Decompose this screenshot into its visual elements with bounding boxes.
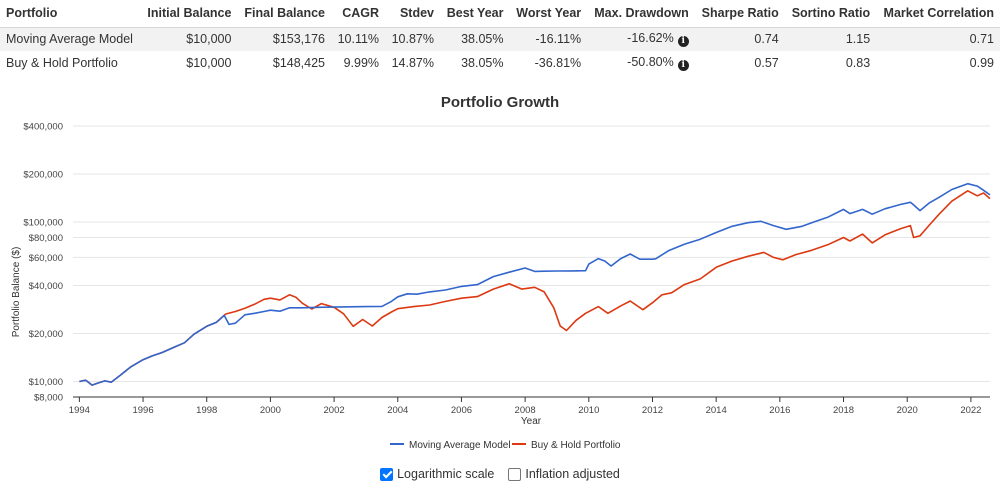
cell-initial-balance: $10,000 [140, 27, 238, 51]
legend-label-buy-hold: Buy & Hold Portfolio [531, 440, 621, 451]
cell-stdev: 14.87% [391, 56, 434, 70]
y-axis-title: Portfolio Balance ($) [11, 247, 22, 338]
cell-final-balance: $153,176 [237, 27, 332, 51]
cell-best-year: 38.05% [440, 27, 510, 51]
statistics-table: Portfolio Initial Balance Final Balance … [0, 0, 1000, 75]
header-cagr: CAGR [331, 0, 386, 28]
y-tick-label: $60,000 [29, 253, 63, 264]
log-scale-label: Logarithmic scale [397, 467, 495, 481]
legend-label-moving-average: Moving Average Model [409, 440, 511, 451]
cell-final-balance: $148,425 [272, 56, 326, 70]
x-tick-label: 1996 [132, 405, 153, 416]
inflation-adjusted-checkbox[interactable] [508, 467, 522, 481]
x-tick-label: 2020 [897, 405, 918, 416]
chart-options: Logarithmic scale Inflation adjusted [0, 467, 1000, 481]
cell-portfolio-name: Moving Average Model [0, 27, 141, 51]
header-best-year: Best Year [440, 0, 510, 28]
log-scale-option[interactable]: Logarithmic scale [380, 467, 494, 481]
table-row: Buy & Hold Portfolio $10,000 $148,425 9.… [0, 51, 1000, 75]
x-tick-label: 1994 [69, 405, 90, 416]
info-icon[interactable]: i [677, 60, 689, 71]
x-tick-label: 2016 [769, 405, 790, 416]
x-tick-label: 2018 [833, 405, 854, 416]
drawdown-value: -16.62% [627, 31, 674, 46]
x-axis: 1994 1996 1998 2000 2002 2004 2006 2008 2010 2012… [69, 405, 982, 416]
header-market-correlation: Market Correlation [876, 0, 1000, 28]
drawdown-value: -50.80% [627, 55, 674, 69]
legend-item-moving-average-model[interactable]: Moving Average Model [390, 440, 511, 451]
inflation-label: Inflation adjusted [525, 467, 620, 481]
header-sortino-ratio: Sortino Ratio [784, 0, 877, 28]
cell-stdev: 10.87% [385, 27, 440, 51]
table-row: Moving Average Model $10,000 $153,176 10… [0, 27, 1000, 51]
y-tick-label: $20,000 [29, 329, 63, 340]
cell-max-drawdown: -16.62% i [587, 27, 695, 51]
x-tick-label: 2000 [260, 405, 281, 416]
cell-worst-year: -16.11% [509, 27, 588, 51]
cell-portfolio-name: Buy & Hold Portfolio [6, 56, 118, 70]
x-tick-label: 2010 [578, 405, 599, 416]
grid-lines [73, 125, 990, 402]
series-lines [79, 182, 991, 386]
header-max-drawdown: Max. Drawdown [587, 0, 695, 28]
header-initial-balance: Initial Balance [140, 0, 238, 28]
x-tick-label: 2006 [451, 405, 472, 416]
y-tick-label: $8,000 [34, 393, 63, 404]
series-line-buy-hold [79, 190, 991, 386]
cell-cagr: 9.99% [343, 56, 380, 70]
x-axis-title: Year [521, 416, 542, 427]
info-icon[interactable]: i [677, 36, 689, 48]
x-tick-label: 2022 [960, 405, 981, 416]
x-tick-label: 2008 [515, 405, 536, 416]
table-header-row: Portfolio Initial Balance Final Balance … [0, 0, 1000, 28]
y-tick-label: $200,000 [23, 170, 63, 181]
cell-cagr: 10.11% [331, 27, 386, 51]
chart-title: Portfolio Growth [441, 94, 559, 111]
legend-item-buy-hold[interactable]: Buy & Hold Portfolio [512, 440, 621, 451]
cell-market-correlation: 0.71 [876, 27, 1000, 51]
x-tick-label: 2002 [324, 405, 345, 416]
x-tick-label: 1998 [196, 405, 217, 416]
x-tick-label: 2004 [387, 405, 408, 416]
header-sharpe-ratio: Sharpe Ratio [694, 0, 785, 28]
cell-max-drawdown: -50.80% i [587, 51, 695, 75]
header-worst-year: Worst Year [509, 0, 588, 28]
cell-best-year: 38.05% [461, 56, 504, 70]
series-line-moving-average [79, 182, 991, 386]
log-scale-checkbox[interactable] [380, 467, 394, 481]
y-axis: $8,000 $10,000 $20,000 $40,000 $60,000 $80,00… [23, 122, 63, 404]
y-tick-label: $400,000 [23, 122, 63, 133]
header-stdev: Stdev [385, 0, 440, 28]
cell-market-correlation: 0.99 [969, 56, 994, 70]
y-tick-label: $100,000 [23, 218, 63, 229]
cell-sharpe-ratio: 0.57 [754, 56, 779, 70]
y-tick-label: $80,000 [29, 233, 63, 244]
x-tick-label: 2012 [642, 405, 663, 416]
cell-sortino-ratio: 1.15 [784, 27, 877, 51]
cell-worst-year: -36.81% [534, 56, 582, 70]
cell-initial-balance: $10,000 [186, 56, 232, 70]
portfolio-growth-chart: Portfolio Growth $8,000 $10,000 $20,000 $40… [11, 94, 991, 451]
inflation-option[interactable]: Inflation adjusted [508, 467, 620, 481]
header-final-balance: Final Balance [237, 0, 332, 28]
y-tick-label: $40,000 [29, 281, 63, 292]
x-tick-label: 2014 [706, 405, 727, 416]
chart-legend: Moving Average Model Buy & Hold Portfoli… [390, 440, 621, 451]
cell-sharpe-ratio: 0.74 [694, 27, 785, 51]
header-portfolio: Portfolio [0, 0, 141, 28]
y-tick-label: $10,000 [29, 377, 63, 388]
cell-sortino-ratio: 0.83 [845, 56, 871, 70]
